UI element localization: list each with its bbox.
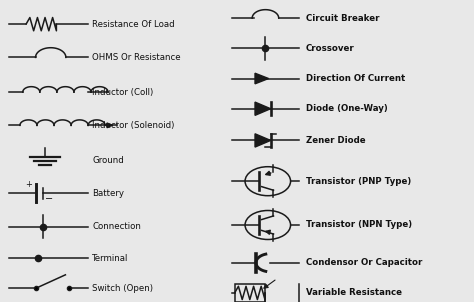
Text: Direction Of Current: Direction Of Current bbox=[306, 74, 405, 83]
Text: Inductor (Solenoid): Inductor (Solenoid) bbox=[92, 121, 175, 130]
Text: Circuit Breaker: Circuit Breaker bbox=[306, 14, 379, 23]
Text: OHMS Or Resistance: OHMS Or Resistance bbox=[92, 53, 181, 62]
Text: Connection: Connection bbox=[92, 222, 141, 231]
Text: Condensor Or Capacitor: Condensor Or Capacitor bbox=[306, 258, 422, 267]
Text: Switch (Open): Switch (Open) bbox=[92, 284, 154, 293]
Text: Battery: Battery bbox=[92, 189, 125, 198]
Text: Zener Diode: Zener Diode bbox=[306, 136, 365, 145]
Text: Transistor (PNP Type): Transistor (PNP Type) bbox=[306, 177, 411, 186]
Text: Terminal: Terminal bbox=[92, 254, 129, 263]
Text: Transistor (NPN Type): Transistor (NPN Type) bbox=[306, 220, 412, 230]
Text: +: + bbox=[25, 180, 32, 189]
Polygon shape bbox=[255, 102, 271, 115]
Polygon shape bbox=[255, 73, 269, 84]
Text: Ground: Ground bbox=[92, 156, 124, 165]
Bar bbox=[235, 284, 265, 302]
Polygon shape bbox=[255, 134, 271, 147]
Text: Variable Resistance: Variable Resistance bbox=[306, 288, 402, 297]
Text: Inductor (Coll): Inductor (Coll) bbox=[92, 88, 154, 97]
Text: Diode (One-Way): Diode (One-Way) bbox=[306, 104, 387, 113]
Text: −: − bbox=[45, 194, 54, 204]
Text: Crossover: Crossover bbox=[306, 44, 355, 53]
Text: Resistance Of Load: Resistance Of Load bbox=[92, 20, 175, 29]
